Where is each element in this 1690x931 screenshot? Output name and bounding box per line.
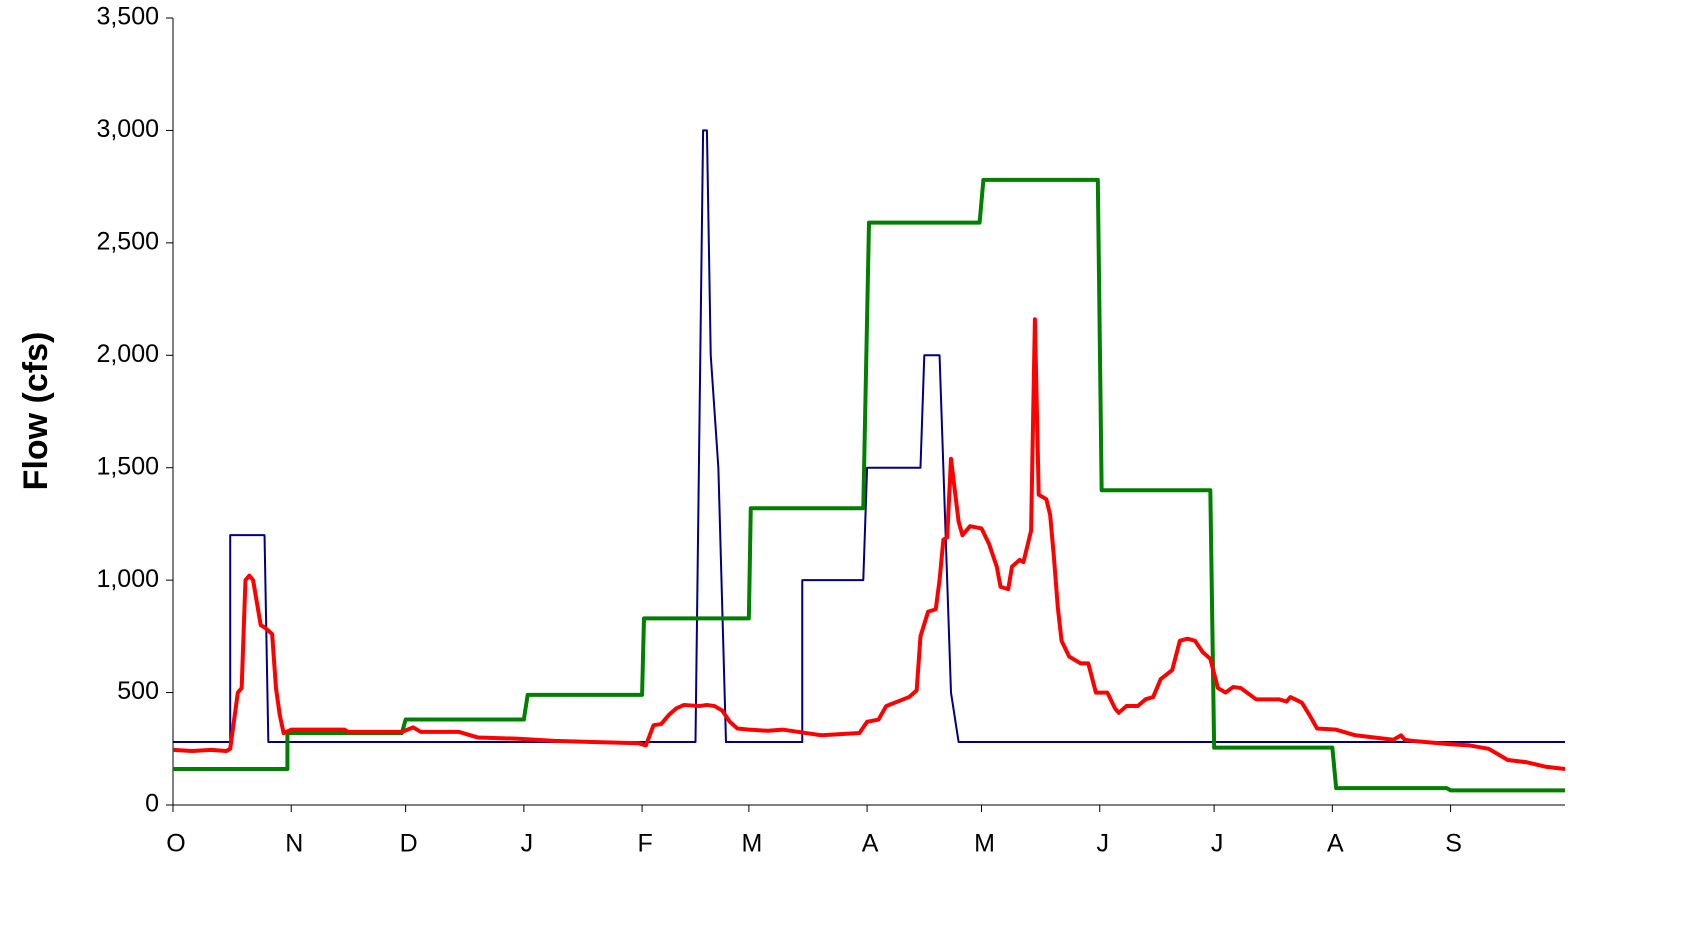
y-tick-label: 1,000 bbox=[96, 565, 159, 593]
y-tick-label: 2,500 bbox=[96, 227, 159, 255]
x-tick-label: A bbox=[1327, 830, 1344, 858]
y-axis-title: Flow (cfs) bbox=[17, 332, 55, 491]
x-tick-label: A bbox=[862, 830, 879, 858]
y-tick-label: 3,000 bbox=[96, 115, 159, 143]
x-tick-label: N bbox=[285, 830, 303, 858]
y-tick-label: 500 bbox=[117, 677, 159, 705]
x-tick-label: M bbox=[974, 830, 995, 858]
series-line bbox=[172, 317, 1566, 772]
series-line bbox=[173, 129, 1565, 744]
x-tick-label: M bbox=[741, 830, 762, 858]
x-tick-label: J bbox=[1211, 830, 1224, 858]
y-tick-label: 2,000 bbox=[96, 340, 159, 368]
y-tick-label: 0 bbox=[145, 790, 159, 818]
series-line bbox=[173, 177, 1565, 793]
y-tick-label: 3,500 bbox=[96, 3, 159, 31]
y-tick-label: 1,500 bbox=[96, 452, 159, 480]
x-tick-label: F bbox=[637, 830, 652, 858]
x-tick-label: J bbox=[521, 830, 534, 858]
x-tick-label: D bbox=[400, 830, 418, 858]
x-tick-label: O bbox=[166, 830, 185, 858]
x-tick-label: S bbox=[1445, 830, 1462, 858]
x-tick-label: J bbox=[1096, 830, 1109, 858]
